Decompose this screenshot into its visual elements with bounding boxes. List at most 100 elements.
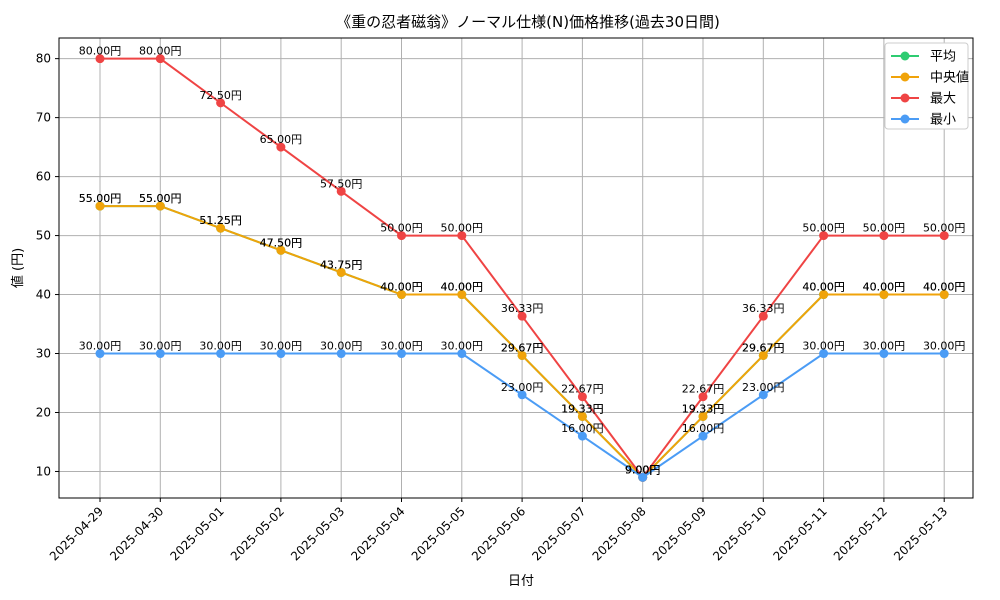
y-tick-label: 50: [36, 229, 51, 243]
data-label: 36.33円: [742, 302, 785, 315]
y-tick-label: 80: [36, 52, 51, 66]
data-point: [216, 349, 226, 359]
data-label: 72.50円: [199, 89, 242, 102]
data-label: 50.00円: [923, 222, 966, 235]
x-tick-label: 2025-04-30: [107, 504, 166, 563]
data-label: 51.25円: [199, 214, 242, 227]
legend-label: 最小: [930, 113, 956, 128]
data-label: 55.00円: [139, 192, 182, 205]
data-point: [698, 431, 708, 441]
data-label: 30.00円: [380, 340, 423, 353]
data-point: [155, 54, 165, 64]
data-label: 47.50円: [260, 236, 303, 249]
legend-swatch-marker: [900, 114, 910, 124]
x-tick-label: 2025-05-09: [650, 504, 709, 563]
y-axis-label: 値 (円): [10, 248, 26, 288]
x-axis-label: 日付: [508, 574, 534, 589]
data-point: [457, 349, 467, 359]
data-label: 51.25円: [199, 214, 242, 227]
data-point: [758, 350, 768, 360]
data-label: 40.00円: [802, 281, 845, 294]
data-label: 55.00円: [139, 192, 182, 205]
data-point: [939, 231, 949, 241]
data-label: 80.00円: [79, 45, 122, 58]
data-label: 80.00円: [139, 45, 182, 58]
data-label: 30.00円: [923, 340, 966, 353]
y-tick-label: 20: [36, 405, 51, 419]
data-point: [336, 349, 346, 359]
legend-item: 平均: [891, 50, 956, 65]
data-label: 36.33円: [501, 302, 544, 315]
y-tick-label: 70: [36, 111, 51, 125]
data-label: 40.00円: [923, 281, 966, 294]
y-axis-ticks: 10 20 30 40 50 60 70 80: [36, 52, 59, 478]
data-label: 29.67円: [742, 341, 785, 354]
x-tick-label: 2025-04-29: [47, 504, 106, 563]
plot-frame: [58, 37, 974, 499]
data-point: [517, 390, 527, 400]
y-tick-label: 40: [36, 288, 51, 302]
data-point: [577, 431, 587, 441]
data-point: [819, 290, 829, 300]
series-3: [95, 349, 949, 482]
data-point: [577, 392, 587, 402]
data-label: 40.00円: [441, 281, 484, 294]
data-label: 9.00円: [625, 463, 661, 476]
data-label: 29.67円: [501, 341, 544, 354]
data-point: [939, 290, 949, 300]
data-point: [336, 186, 346, 196]
data-point: [819, 231, 829, 241]
data-label: 55.00円: [79, 192, 122, 205]
data-label: 23.00円: [501, 381, 544, 394]
data-label: 40.00円: [802, 281, 845, 294]
data-label: 22.67円: [561, 383, 604, 396]
data-point: [758, 390, 768, 400]
x-tick-label: 2025-05-10: [710, 504, 769, 563]
data-point: [216, 98, 226, 108]
data-label: 30.00円: [79, 340, 122, 353]
data-label: 19.33円: [682, 402, 725, 415]
legend-swatch-marker: [900, 72, 910, 82]
data-point: [397, 231, 406, 241]
data-label: 40.00円: [380, 281, 423, 294]
data-point: [698, 392, 708, 402]
data-label: 16.00円: [682, 422, 725, 435]
data-point: [276, 245, 286, 255]
data-label: 30.00円: [260, 340, 303, 353]
y-tick-label: 10: [36, 464, 51, 478]
x-tick-label: 2025-05-07: [529, 504, 588, 563]
x-tick-label: 2025-05-11: [771, 504, 830, 563]
data-label: 30.00円: [863, 340, 906, 353]
data-label: 30.00円: [320, 340, 363, 353]
data-point: [155, 349, 165, 359]
data-label: 40.00円: [863, 281, 906, 294]
legend-item: 最小: [891, 113, 956, 128]
x-tick-label: 2025-05-02: [228, 504, 287, 563]
series-1: [95, 201, 949, 482]
data-point: [276, 142, 286, 152]
data-label: 9.00円: [625, 463, 661, 476]
data-point: [95, 201, 105, 211]
data-label: 29.67円: [501, 341, 544, 354]
data-label: 19.33円: [561, 402, 604, 415]
legend-swatch-marker: [900, 51, 910, 61]
data-point: [879, 290, 889, 300]
data-label: 16.00円: [561, 422, 604, 435]
x-tick-label: 2025-05-06: [469, 504, 528, 563]
data-point: [638, 472, 648, 482]
data-label: 19.33円: [561, 402, 604, 415]
data-label: 9.00円: [625, 463, 661, 476]
legend-item: 最大: [891, 92, 956, 107]
data-label: 43.75円: [320, 258, 363, 271]
legend-box: [884, 42, 969, 130]
x-tick-label: 2025-05-08: [590, 504, 649, 563]
x-axis-ticks: 2025-04-29 2025-04-30 2025-05-01 2025-05-02…: [47, 498, 950, 563]
data-label: 43.75円: [320, 258, 363, 271]
x-tick-label: 2025-05-03: [288, 504, 347, 563]
data-label: 50.00円: [802, 222, 845, 235]
grid-lines: [59, 38, 973, 498]
x-tick-label: 2025-05-05: [409, 504, 468, 563]
data-point: [577, 411, 587, 421]
legend-label: 中央値: [930, 70, 969, 86]
